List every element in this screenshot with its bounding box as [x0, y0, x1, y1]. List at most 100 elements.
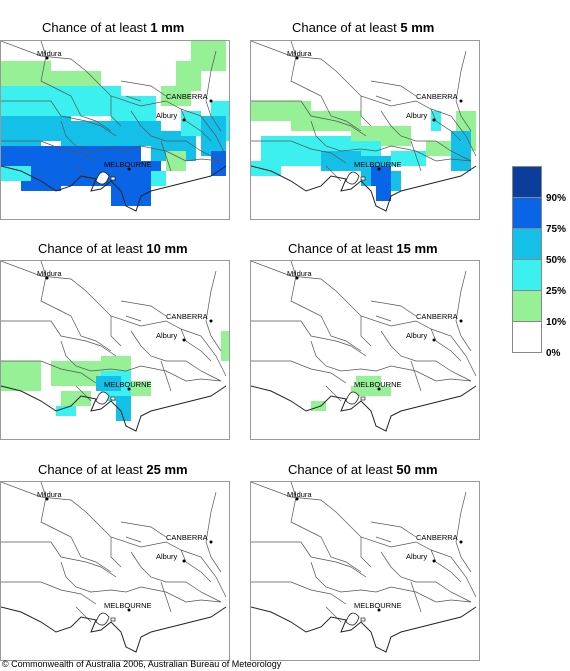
boundary-line	[1, 320, 117, 357]
melbourne-label: MELBOURNE	[354, 601, 402, 610]
canberra-marker	[459, 319, 463, 323]
boundary-line	[110, 316, 122, 347]
boundary-line	[140, 365, 222, 382]
map-50mm: Mildura CANBERRA Albury MELBOURNE	[250, 481, 480, 661]
legend-label-90: 90%	[546, 193, 567, 204]
boundary-line	[180, 549, 212, 583]
map-svg: Mildura CANBERRA Albury MELBOURNE	[251, 261, 477, 432]
rainfall-cell	[116, 396, 131, 421]
boundary-line	[1, 261, 227, 377]
boundary-line	[1, 140, 97, 164]
boundary-line	[370, 521, 417, 543]
boundary-line	[430, 549, 462, 583]
legend-label-25: 25%	[546, 286, 567, 297]
rainfall-cell	[111, 96, 156, 121]
boundary-line	[430, 328, 462, 362]
boundary-line	[310, 340, 392, 372]
canberra-label: CANBERRA	[166, 92, 208, 101]
mildura-marker	[295, 276, 299, 280]
panel-title-10mm: Chance of at least 10 mm	[38, 241, 188, 256]
boundary-line	[251, 482, 477, 598]
map-svg: Mildura CANBERRA Albury MELBOURNE	[1, 482, 227, 653]
boundary-line	[130, 551, 222, 603]
coastline	[1, 606, 227, 653]
mildura-marker	[45, 56, 49, 60]
rainfall-cell	[111, 181, 151, 206]
albury-marker	[432, 559, 436, 563]
coastline	[1, 385, 227, 432]
rainfall-cell	[201, 116, 226, 156]
albury-marker	[182, 118, 186, 122]
boundary-line	[390, 586, 472, 603]
legend-swatch-90	[512, 166, 542, 197]
boundary-line	[370, 80, 417, 102]
rainfall-cell	[321, 151, 361, 171]
boundary-line	[1, 41, 227, 157]
melbourne-marker	[127, 608, 131, 612]
port-phillip-bay	[95, 391, 110, 405]
rainfall-cell	[151, 171, 166, 186]
boundary-line	[110, 537, 122, 568]
port-phillip-bay	[345, 171, 360, 185]
boundary-line	[75, 360, 172, 402]
map-15mm: Mildura CANBERRA Albury MELBOURNE	[250, 260, 480, 440]
rainfall-cell	[61, 121, 121, 146]
boundary-line	[75, 581, 172, 623]
port-phillip-bay	[345, 612, 360, 626]
albury-label: Albury	[406, 331, 428, 340]
boundary-line	[120, 80, 167, 102]
boundary-line	[1, 100, 117, 137]
albury-label: Albury	[156, 111, 178, 120]
canberra-label: CANBERRA	[416, 533, 458, 542]
legend-label-0: 0%	[546, 348, 561, 359]
rainfall-cell	[161, 86, 191, 106]
boundary-line	[360, 537, 372, 568]
boundary-line	[205, 270, 222, 352]
melbourne-marker	[127, 167, 131, 171]
mildura-marker	[45, 497, 49, 501]
panel-title-25mm: Chance of at least 25 mm	[38, 462, 188, 477]
boundary-line	[390, 145, 472, 162]
coastline	[251, 165, 477, 212]
rainfall-cell	[1, 361, 41, 391]
canberra-label: CANBERRA	[416, 92, 458, 101]
coastline	[251, 606, 477, 653]
rainfall-cell	[56, 406, 76, 416]
boundary-line	[130, 110, 222, 162]
melbourne-label: MELBOURNE	[104, 380, 152, 389]
port-phillip-bay	[95, 171, 110, 185]
legend-swatch-50	[512, 228, 542, 259]
boundary-line	[60, 561, 142, 593]
boundary-line	[1, 360, 97, 384]
map-svg: Mildura CANBERRA Albury MELBOURNE	[251, 482, 477, 653]
canberra-marker	[209, 540, 213, 544]
legend-swatch-0	[512, 321, 542, 353]
melbourne-label: MELBOURNE	[354, 380, 402, 389]
canberra-marker	[209, 319, 213, 323]
boundary-line	[120, 300, 167, 322]
boundary-line	[290, 41, 362, 132]
rainfall-cell	[376, 181, 391, 201]
canberra-label: CANBERRA	[416, 312, 458, 321]
rainfall-cell	[451, 131, 471, 171]
map-svg: Mildura CANBERRA Albury MELBOURNE	[1, 261, 229, 432]
boundary-line	[180, 328, 212, 362]
map-25mm: Mildura CANBERRA Albury MELBOURNE	[0, 481, 230, 661]
canberra-label: CANBERRA	[166, 312, 208, 321]
albury-label: Albury	[406, 552, 428, 561]
legend-label-75: 75%	[546, 224, 567, 235]
canberra-marker	[459, 540, 463, 544]
boundary-line	[455, 270, 472, 352]
rainfall-cell	[351, 386, 391, 396]
mildura-label: Mildura	[37, 269, 62, 278]
mildura-label: Mildura	[287, 49, 312, 58]
coastline	[1, 165, 227, 212]
albury-marker	[182, 559, 186, 563]
mildura-marker	[295, 56, 299, 60]
boundary-line	[130, 330, 222, 382]
map-10mm: Mildura CANBERRA Albury MELBOURNE	[0, 260, 230, 440]
melbourne-label: MELBOURNE	[104, 160, 152, 169]
canberra-marker	[459, 99, 463, 103]
map-5mm: Mildura CANBERRA Albury MELBOURNE	[250, 40, 480, 220]
boundary-line	[120, 521, 167, 543]
